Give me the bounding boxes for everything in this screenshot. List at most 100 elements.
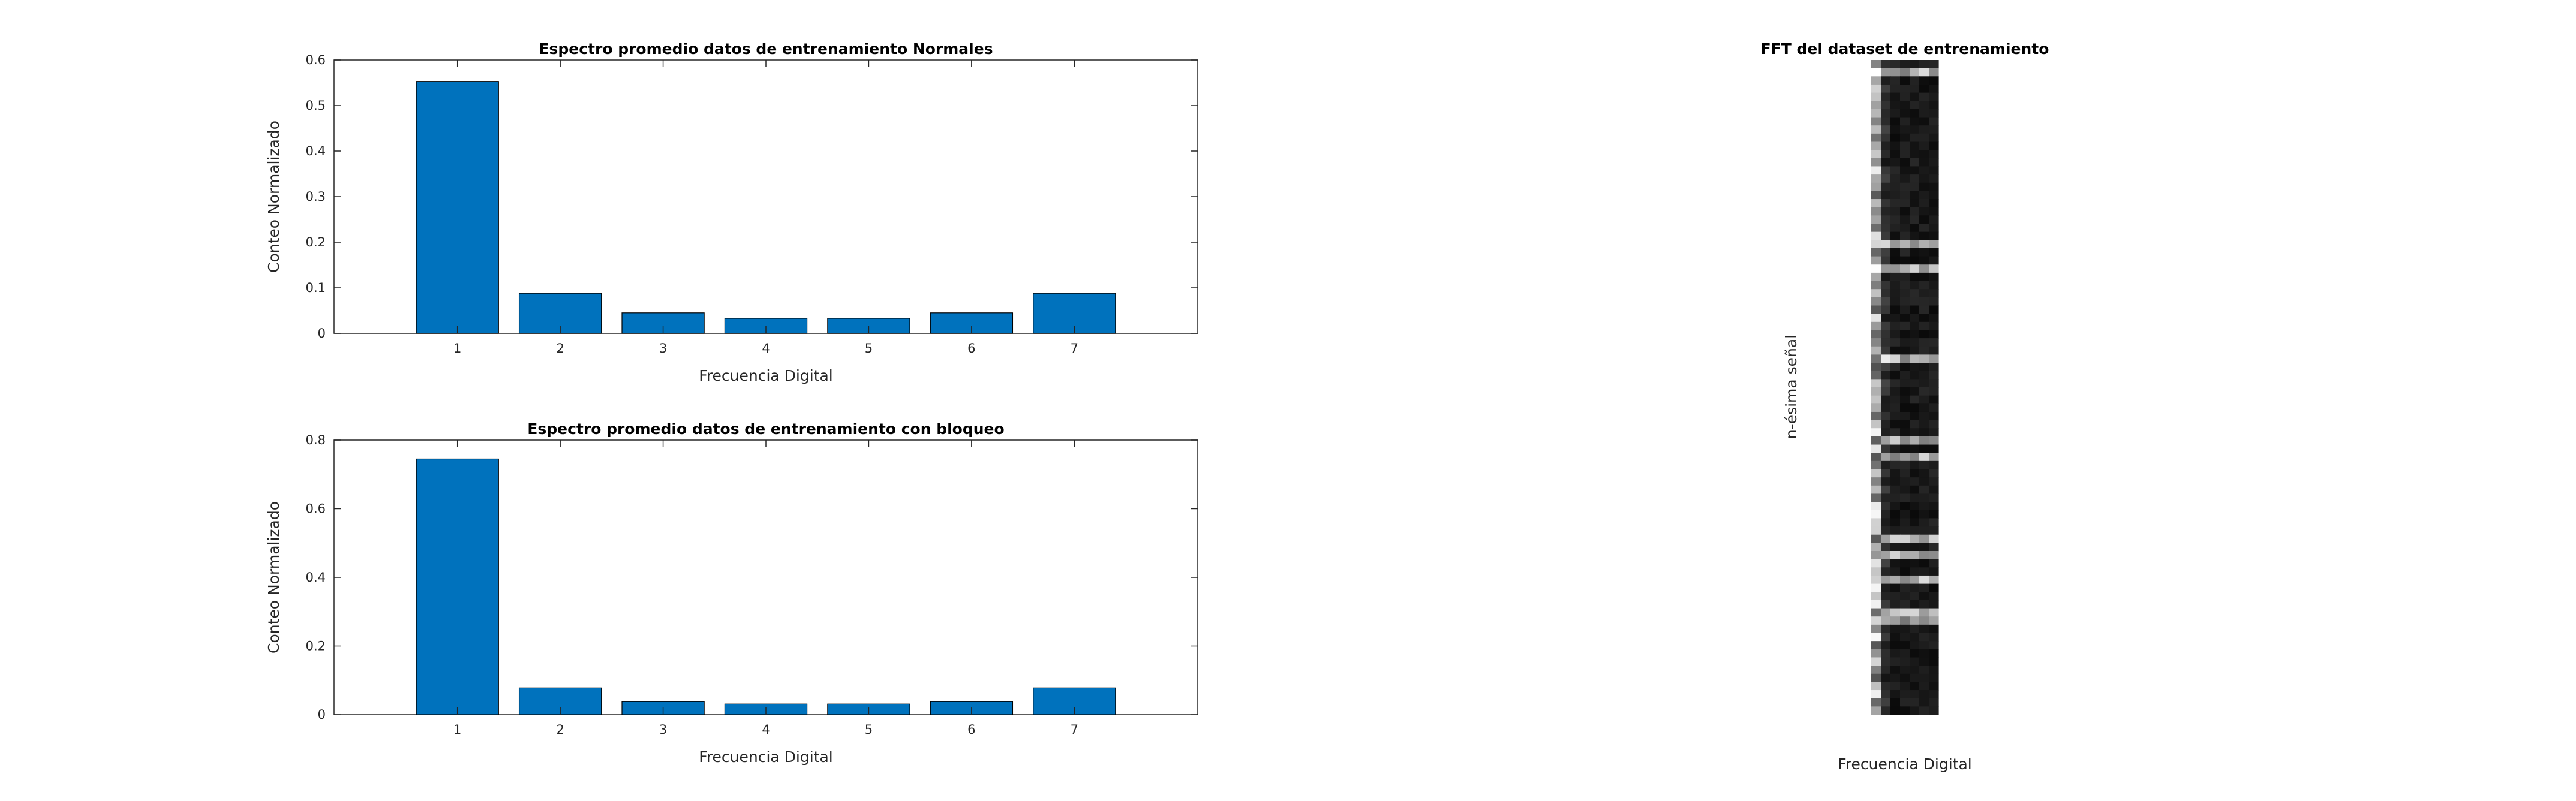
heatmap-cell <box>1890 657 1901 666</box>
heatmap-cell <box>1890 518 1901 527</box>
heatmap-cell <box>1929 592 1939 601</box>
heatmap-cell <box>1919 698 1929 707</box>
heatmap-cell <box>1871 420 1881 429</box>
heatmap-cell <box>1890 510 1901 519</box>
heatmap-cell <box>1871 395 1881 404</box>
heatmap-cell <box>1871 460 1881 470</box>
heatmap-cell <box>1910 551 1920 560</box>
heatmap-cell <box>1900 534 1910 543</box>
heatmap-cell <box>1871 231 1881 240</box>
heatmap-cell <box>1919 690 1929 699</box>
heatmap-cell <box>1871 666 1881 674</box>
heatmap-cell <box>1929 477 1939 486</box>
heatmap-cell <box>1890 379 1901 388</box>
heatmap-cell <box>1900 264 1910 273</box>
heatmap-cell <box>1929 314 1939 323</box>
heatmap-cell <box>1881 289 1891 298</box>
heatmap-cell <box>1910 174 1920 183</box>
heatmap-cell <box>1871 256 1881 265</box>
heatmap-cell <box>1900 411 1910 421</box>
heatmap-cell <box>1890 297 1901 306</box>
heatmap-cell <box>1890 289 1901 298</box>
heatmap-cell <box>1881 281 1891 290</box>
heatmap-cell <box>1890 583 1901 592</box>
heatmap-cell <box>1910 469 1920 478</box>
heatmap-cell <box>1871 133 1881 143</box>
heatmap-cell <box>1910 706 1920 715</box>
heatmap-cell <box>1929 460 1939 470</box>
heatmap-cell <box>1900 469 1910 478</box>
x-tick-label-bloqueo-7: 7 <box>1071 722 1078 737</box>
heatmap-cell <box>1910 460 1920 470</box>
heatmap-cell <box>1881 272 1891 282</box>
heatmap-cell <box>1929 673 1939 682</box>
heatmap-cell <box>1910 330 1920 339</box>
x-axis-label-bloqueo: Frecuencia Digital <box>699 748 833 766</box>
heatmap-cell <box>1910 526 1920 535</box>
heatmap-cell <box>1900 518 1910 527</box>
heatmap-cell <box>1881 379 1891 388</box>
heatmap-cell <box>1881 551 1891 560</box>
heatmap-cell <box>1871 68 1881 77</box>
heatmap-cell <box>1890 551 1901 560</box>
heatmap-cell <box>1881 305 1891 314</box>
heatmap-cell <box>1881 346 1891 355</box>
heatmap-cell <box>1871 305 1881 314</box>
heatmap-cell <box>1919 182 1929 191</box>
heatmap-cell <box>1881 207 1891 216</box>
heatmap-cell <box>1929 354 1939 363</box>
heatmap-cell <box>1910 84 1920 94</box>
heatmap-cell <box>1910 338 1920 347</box>
heatmap-cell <box>1929 567 1939 576</box>
heatmap-cell <box>1871 600 1881 609</box>
x-tick-label-normal-2: 2 <box>556 341 564 356</box>
heatmap-cell <box>1881 633 1891 642</box>
heatmap-cell <box>1919 624 1929 634</box>
heatmap-cell <box>1929 518 1939 527</box>
heatmap-cell <box>1890 502 1901 511</box>
heatmap-cell <box>1881 575 1891 585</box>
heatmap-cell <box>1919 289 1929 298</box>
heatmap-cell <box>1871 117 1881 126</box>
heatmap-cell <box>1900 240 1910 249</box>
heatmap-cell <box>1881 608 1891 617</box>
heatmap-cell <box>1871 657 1881 666</box>
heatmap-cell <box>1890 158 1901 167</box>
heatmap-cell <box>1910 207 1920 216</box>
heatmap-cell <box>1900 706 1910 715</box>
heatmap-cell <box>1881 403 1891 412</box>
heatmap-cell <box>1881 321 1891 331</box>
heatmap-cell <box>1919 682 1929 691</box>
heatmap-cell <box>1929 231 1939 240</box>
heatmap-cell <box>1871 240 1881 249</box>
heatmap-cell <box>1881 256 1891 265</box>
heatmap-cell <box>1910 698 1920 707</box>
heatmap-cell <box>1881 125 1891 134</box>
heatmap-cell <box>1890 133 1901 143</box>
heatmap-cell <box>1890 84 1901 94</box>
bar-bloqueo-1 <box>416 458 499 715</box>
heatmap-cell <box>1919 469 1929 478</box>
heatmap-cell <box>1910 224 1920 233</box>
heatmap-cell <box>1919 510 1929 519</box>
heatmap-cell <box>1929 240 1939 249</box>
heatmap-cell <box>1881 682 1891 691</box>
heatmap-cell <box>1919 657 1929 666</box>
heatmap-cell <box>1890 575 1901 585</box>
heatmap-cell <box>1919 305 1929 314</box>
y-tick-label-bloqueo-0: 0 <box>318 707 326 722</box>
heatmap-cell <box>1890 395 1901 404</box>
heatmap-cell <box>1900 133 1910 143</box>
heatmap-cell <box>1871 649 1881 658</box>
heatmap-cell <box>1881 84 1891 94</box>
heatmap-cell <box>1900 60 1910 69</box>
heatmap-cell <box>1919 608 1929 617</box>
heatmap-cell <box>1890 224 1901 233</box>
heatmap-cell <box>1900 567 1910 576</box>
heatmap-cell <box>1881 469 1891 478</box>
heatmap-cell <box>1881 485 1891 495</box>
heatmap-cell <box>1871 682 1881 691</box>
y-tick-label-normal-6: 0.6 <box>306 53 326 67</box>
heatmap-cell <box>1929 420 1939 429</box>
